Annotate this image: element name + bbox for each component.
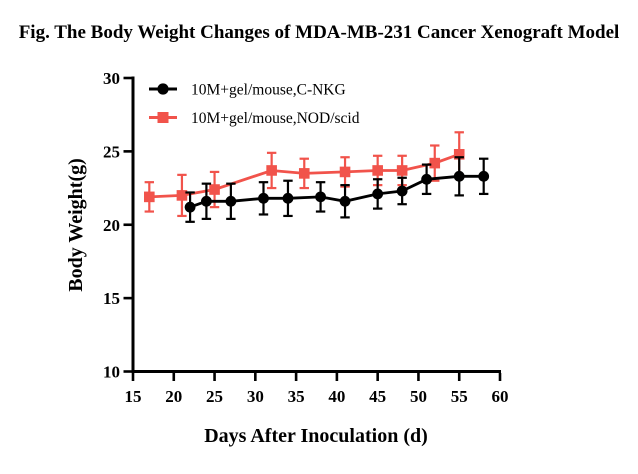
x-axis-title: Days After Inoculation (d) <box>204 425 428 447</box>
data-point-circle <box>258 192 269 204</box>
x-tick-label: 20 <box>165 387 182 406</box>
data-point-circle <box>201 195 212 207</box>
x-tick-label: 50 <box>410 387 427 406</box>
x-tick-label: 35 <box>288 387 305 406</box>
data-point-square <box>396 165 408 176</box>
legend-item: 10M+gel/mouse,C-NKG <box>149 82 346 99</box>
series-c-nkg <box>184 156 490 223</box>
legend-square-marker <box>157 112 169 123</box>
data-point-circle <box>421 173 432 185</box>
legend: 10M+gel/mouse,C-NKG 10M+gel/mouse,NOD/sci… <box>149 82 360 127</box>
legend-label: 10M+gel/mouse,C-NKG <box>191 82 346 99</box>
data-point-square <box>298 168 310 179</box>
data-point-square <box>339 166 351 178</box>
data-point-circle <box>282 192 294 204</box>
data-point-circle <box>184 201 196 213</box>
y-tick-label: 15 <box>103 289 120 308</box>
x-tick-label: 45 <box>369 387 386 406</box>
data-point-square <box>453 149 465 160</box>
legend-label: 10M+gel/mouse,NOD/scid <box>191 110 360 127</box>
x-tick-label: 60 <box>492 387 509 406</box>
y-tick-label: 10 <box>103 363 120 382</box>
data-point-square <box>144 191 155 203</box>
y-tick-label: 20 <box>103 216 120 235</box>
series-line <box>149 152 460 199</box>
legend-item: 10M+gel/mouse,NOD/scid <box>149 110 360 127</box>
x-tick-label: 30 <box>247 387 264 406</box>
y-axis-title: Body Weight(g) <box>65 158 87 292</box>
data-point-circle <box>478 170 490 182</box>
data-point-circle <box>453 170 465 182</box>
x-tick-label: 15 <box>125 387 142 406</box>
data-point-circle <box>396 185 408 197</box>
data-point-square <box>372 165 383 176</box>
y-tick-label: 30 <box>103 69 120 88</box>
data-point-circle <box>315 191 326 203</box>
x-tick-label: 40 <box>328 387 345 406</box>
data-point-circle <box>339 195 351 207</box>
data-point-square <box>266 165 277 176</box>
figure-title: Fig. The Body Weight Changes of MDA-MB-2… <box>18 22 620 43</box>
legend-circle-marker <box>157 83 169 95</box>
data-point-circle <box>225 195 237 207</box>
x-tick-label: 25 <box>206 387 223 406</box>
data-point-square <box>176 190 188 201</box>
data-point-square <box>209 184 220 195</box>
x-tick-label: 55 <box>451 387 468 406</box>
data-point-square <box>429 157 441 169</box>
y-tick-label: 25 <box>103 142 120 161</box>
data-point-circle <box>372 188 384 200</box>
